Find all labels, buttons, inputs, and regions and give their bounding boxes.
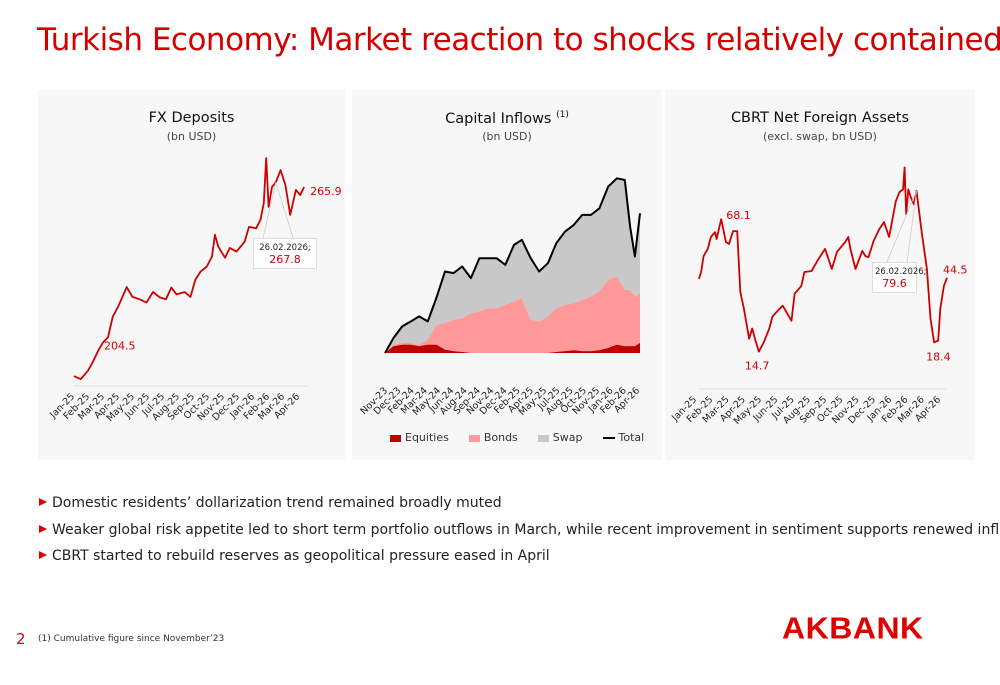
legend-swatch: [468, 434, 480, 442]
chart-title-text: Capital Inflows: [445, 110, 552, 127]
chart-title: Capital Inflows (1): [352, 110, 662, 127]
data-label: 44.5: [943, 264, 968, 277]
bullet-item: Weaker global risk appetite led to short…: [38, 522, 1000, 549]
chart-subtitle: (bn USD): [482, 130, 532, 143]
data-label: 14.7: [745, 360, 770, 373]
callout-value: 79.6: [882, 277, 907, 290]
series-line: [73, 157, 305, 381]
footnote: (1) Cumulative figure since November’23: [38, 634, 225, 644]
page-number: 2: [16, 630, 26, 648]
callout-leader: [275, 182, 294, 239]
slide-title: Turkish Economy: Market reaction to shoc…: [37, 22, 1000, 58]
fx-deposits-chart: FX Deposits (bn USD) 204.5 265.9 Jan-25 Feb…: [38, 90, 345, 460]
fx-deposits-plot: 204.5265.9Jan-25Feb-25Mar-25Apr-25May-25…: [47, 157, 342, 424]
bullet-item: CBRT started to rebuild reserves as geop…: [38, 548, 1000, 575]
callout-leader: [886, 190, 917, 263]
legend-item-total: Total: [602, 431, 645, 444]
legend-item-equities: Equities: [390, 431, 449, 444]
callout-date: 26.02.2026;: [875, 267, 927, 277]
footnote-marker: (1): [556, 110, 569, 120]
chart-subtitle: (excl. swap, bn USD): [763, 130, 877, 143]
chart-legend: Equities Bonds Swap Total: [390, 431, 644, 444]
area-swap: [385, 178, 640, 353]
legend-label: Equities: [405, 431, 449, 444]
callout-date: 26.02.2026;: [259, 243, 311, 253]
callout-value: 267.8: [269, 253, 301, 266]
legend-item-swap: Swap: [537, 431, 583, 444]
legend-item-bonds: Bonds: [468, 431, 518, 444]
total-line: [384, 177, 641, 354]
akbank-logo: AKBANK: [782, 610, 924, 646]
callout-leader: [262, 182, 277, 239]
data-label: 204.5: [104, 339, 135, 352]
area-bonds: [385, 276, 640, 353]
capital-inflows-plot: Nov-23Dec-23Feb-24Mar-24May-24Jun-24Aug-…: [358, 177, 642, 418]
area-equities-front: [385, 343, 640, 353]
legend-label: Bonds: [483, 431, 518, 444]
callout-leader: [906, 190, 917, 263]
data-label: 68.1: [726, 209, 751, 222]
data-label: 265.9: [310, 185, 342, 198]
chart-title: FX Deposits: [148, 110, 235, 126]
legend-label: Swap: [552, 431, 583, 444]
chart-title: CBRT Net Foreign Assets: [730, 110, 910, 126]
legend-line: [602, 437, 615, 439]
bullet-list: Domestic residents’ dollarization trend …: [38, 495, 1000, 575]
bullet-item: Domestic residents’ dollarization trend …: [38, 495, 1000, 522]
callout: 26.02.2026; 267.8: [253, 238, 317, 269]
legend-swatch: [390, 434, 401, 442]
cbrt-nfa-chart: CBRT Net Foreign Assets (excl. swap, bn …: [665, 90, 975, 460]
data-label: 18.4: [926, 350, 951, 363]
legend-swatch: [537, 434, 549, 442]
capital-inflows-chart: Capital Inflows (1) (bn USD) Nov-23 Dec-2…: [352, 90, 662, 460]
cbrt-nfa-plot: 68.114.718.444.5Jan-25Feb-25Mar-25Apr-25…: [669, 166, 968, 427]
chart-subtitle: (bn USD): [166, 130, 217, 143]
callout: 26.02.2026; 79.6: [872, 262, 927, 293]
series-line: [698, 166, 948, 353]
legend-label: Total: [618, 431, 645, 444]
